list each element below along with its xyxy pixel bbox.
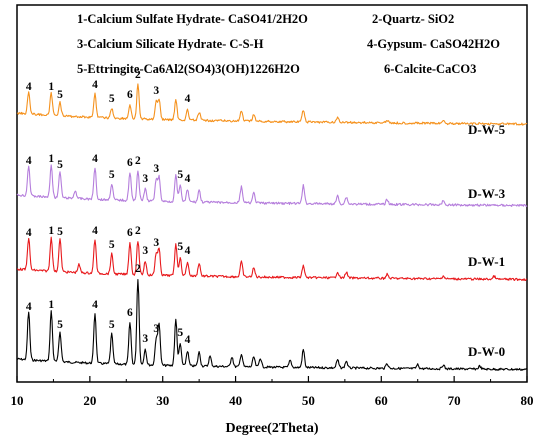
peak-label-d-w-3-4: 4	[92, 153, 98, 165]
peak-label-d-w-0-7: 3	[142, 333, 148, 345]
x-axis-title: Degree(2Theta)	[225, 421, 318, 436]
peak-label-d-w-3-0: 4	[26, 155, 32, 167]
peak-label-d-w-5-4: 5	[109, 93, 115, 105]
peak-label-d-w-1-13: 4	[185, 245, 191, 257]
peak-label-d-w-5-6: 2	[135, 69, 141, 81]
legend-entry-2: 2-Quartz- SiO2	[372, 12, 454, 26]
peak-label-d-w-1-8: 3	[142, 245, 148, 257]
peak-label-d-w-5-0: 4	[26, 81, 32, 93]
legend-entry-1: 1-Calcium Sulfate Hydrate- CaSO41/2H2O	[77, 12, 308, 26]
legend-entry-4: 4-Gypsum- CaSO42H2O	[367, 37, 500, 51]
x-tick-label-20: 20	[83, 393, 96, 408]
peak-label-d-w-5-7: 3	[153, 85, 159, 97]
peak-label-d-w-0-5: 6	[127, 307, 133, 319]
peak-label-d-w-1-4: 4	[92, 225, 98, 237]
peak-label-d-w-0-2: 5	[57, 319, 63, 331]
series-line-d-w-5	[16, 83, 528, 126]
peak-label-d-w-3-1: 1	[48, 153, 54, 165]
x-tick-label-70: 70	[448, 393, 461, 408]
peak-label-d-w-1-0: 4	[26, 227, 32, 239]
peak-label-d-w-1-5: 5	[109, 239, 115, 251]
peak-label-d-w-3-8: 3	[142, 173, 148, 185]
x-tick-label-50: 50	[302, 393, 315, 408]
peak-label-d-w-0-6: 2	[135, 263, 141, 275]
x-tick-label-40: 40	[229, 393, 242, 408]
peak-label-d-w-0-11: 5	[177, 327, 183, 339]
peak-label-d-w-1-1: 1	[48, 225, 54, 237]
peak-label-d-w-3-2: 5	[57, 159, 63, 171]
series-label-d-w-0: D-W-0	[468, 344, 505, 359]
series-label-d-w-5: D-W-5	[468, 122, 506, 137]
legend-entry-6: 6-Calcite-CaCO3	[384, 62, 476, 76]
series-line-d-w-0	[16, 279, 528, 371]
peak-label-d-w-3-6: 6	[127, 157, 133, 169]
peak-label-d-w-0-8: 3	[153, 323, 159, 335]
peak-label-d-w-1-6: 6	[127, 227, 133, 239]
legend-entry-3: 3-Calcium Silicate Hydrate- C-S-H	[77, 37, 264, 51]
peak-label-d-w-5-2: 5	[57, 89, 63, 101]
peak-label-d-w-1-12: 5	[177, 241, 183, 253]
x-tick-label-30: 30	[156, 393, 169, 408]
peak-label-d-w-5-3: 4	[92, 79, 98, 91]
legend: 1-Calcium Sulfate Hydrate- CaSO41/2H2O 2…	[77, 12, 500, 76]
peak-label-d-w-1-2: 5	[57, 226, 63, 238]
peak-label-d-w-0-0: 4	[26, 301, 32, 313]
x-tick-label-60: 60	[375, 393, 388, 408]
peak-label-d-w-3-5: 5	[109, 169, 115, 181]
peak-label-d-w-3-7: 2	[135, 155, 141, 167]
peak-label-d-w-0-12: 4	[185, 334, 191, 346]
peak-label-d-w-1-9: 3	[153, 237, 159, 249]
peak-label-d-w-0-4: 5	[109, 319, 115, 331]
series-layer	[16, 83, 528, 371]
series-label-layer: D-W-0 D-W-1 D-W-3 D-W-5	[468, 122, 506, 359]
peak-label-d-w-0-1: 1	[48, 299, 54, 311]
peak-label-d-w-5-1: 1	[48, 81, 54, 93]
peak-label-d-w-0-3: 4	[92, 299, 98, 311]
series-label-d-w-1: D-W-1	[468, 254, 505, 269]
peak-label-d-w-5-5: 6	[127, 89, 133, 101]
series-line-d-w-3	[16, 164, 528, 207]
peak-label-d-w-3-13: 4	[185, 173, 191, 185]
peak-label-d-w-5-10: 4	[185, 93, 191, 105]
x-tick-label-10: 10	[11, 393, 24, 408]
peak-label-d-w-3-12: 5	[177, 169, 183, 181]
x-tick-label-80: 80	[521, 393, 534, 408]
peak-label-d-w-1-7: 2	[135, 225, 141, 237]
x-axis: 10 20 30 40 50 60 70 80	[11, 376, 534, 408]
legend-entry-5: 5-Ettringite-Ca6Al2(SO4)3(OH)1226H2O	[77, 62, 300, 76]
series-line-d-w-1	[16, 236, 528, 282]
peak-label-d-w-3-9: 3	[153, 163, 159, 175]
series-label-d-w-3: D-W-3	[468, 186, 506, 201]
